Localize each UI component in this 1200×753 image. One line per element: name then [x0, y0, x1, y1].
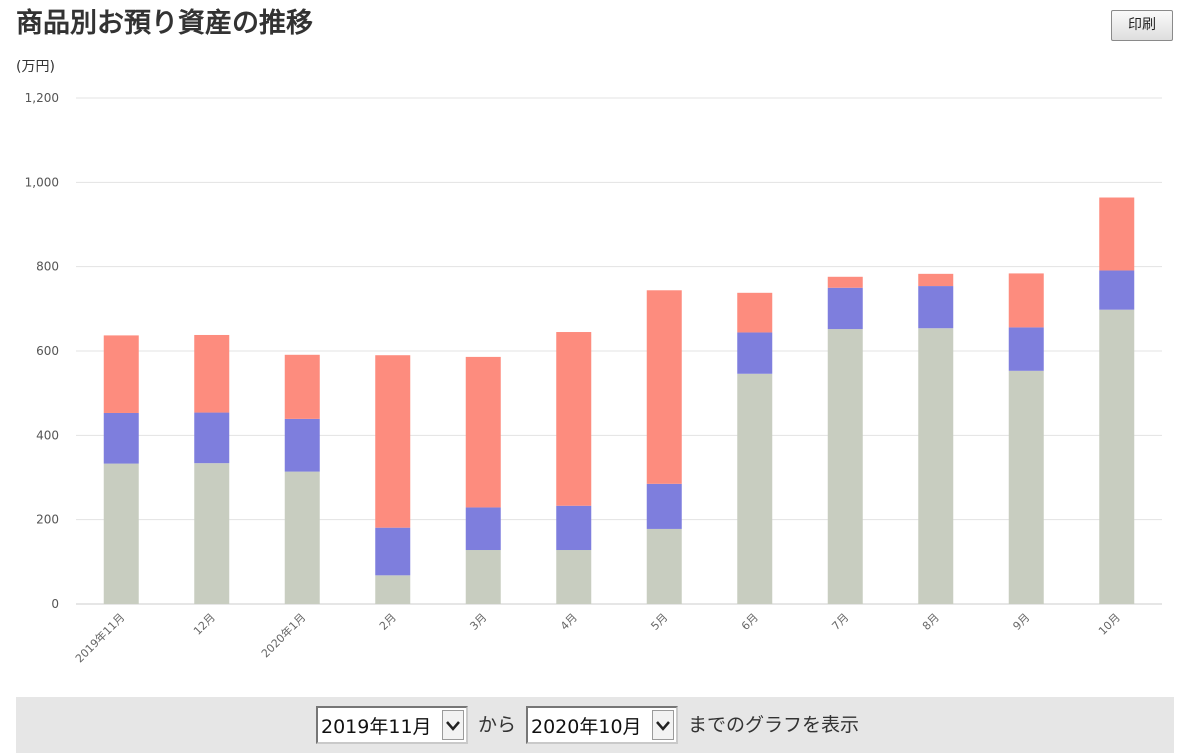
bar-segment-1[interactable] — [737, 373, 773, 604]
bar-segment-1[interactable] — [284, 471, 320, 604]
x-tick-label: 5月 — [648, 611, 670, 633]
bar-segment-2[interactable] — [737, 332, 773, 374]
y-tick-label: 600 — [36, 344, 59, 358]
y-tick-label: 400 — [36, 428, 59, 442]
bar-segment-2[interactable] — [556, 505, 592, 551]
x-tick-label: 6月 — [739, 611, 761, 633]
x-tick-label: 4月 — [558, 611, 580, 633]
x-tick-label: 3月 — [467, 611, 489, 633]
x-tick-label: 7月 — [829, 611, 851, 633]
bar-segment-2[interactable] — [194, 412, 230, 464]
bar-segment-3[interactable] — [1099, 197, 1135, 271]
bar-segment-3[interactable] — [646, 290, 682, 484]
bar-segment-3[interactable] — [465, 356, 501, 508]
bar-segment-3[interactable] — [375, 355, 411, 528]
bar-segment-1[interactable] — [465, 550, 501, 604]
y-tick-label: 200 — [36, 513, 59, 527]
x-tick-label: 9月 — [1010, 611, 1032, 633]
bar-segment-2[interactable] — [1099, 270, 1135, 310]
bar-segment-1[interactable] — [375, 575, 411, 604]
from-label: から — [478, 714, 517, 736]
bar-segment-3[interactable] — [737, 292, 773, 333]
y-unit-label: (万円) — [16, 59, 55, 75]
bars — [103, 197, 1135, 604]
x-tick-label: 2月 — [377, 611, 399, 633]
bar-segment-2[interactable] — [465, 507, 501, 551]
bar-segment-2[interactable] — [646, 483, 682, 529]
date-range-bar: 2019年11月 から 2020年10月 までのグラフを表示 — [16, 697, 1174, 753]
x-tick-label: 8月 — [920, 611, 942, 633]
y-tick-label: 800 — [36, 260, 59, 274]
x-tick-label: 2020年1月 — [258, 610, 308, 660]
bar-segment-3[interactable] — [194, 334, 230, 413]
y-axis-ticks: 0 200 400 600 800 1,000 1,200 — [25, 91, 59, 611]
y-tick-label: 1,200 — [25, 91, 59, 105]
x-tick-label: 2019年11月 — [72, 610, 127, 665]
y-tick-label: 0 — [51, 597, 59, 611]
to-month-value: 2020年10月 — [531, 715, 642, 738]
y-tick-label: 1,000 — [25, 175, 59, 189]
bar-segment-2[interactable] — [284, 418, 320, 472]
bar-segment-1[interactable] — [1008, 370, 1044, 604]
bar-segment-1[interactable] — [556, 550, 592, 604]
bar-segment-3[interactable] — [918, 273, 954, 287]
bar-segment-2[interactable] — [103, 412, 139, 464]
bar-segment-1[interactable] — [827, 329, 863, 604]
to-label: までのグラフを表示 — [688, 714, 860, 736]
from-month-select[interactable]: 2019年11月 — [316, 706, 468, 744]
chevron-down-icon[interactable] — [652, 710, 674, 740]
bar-segment-2[interactable] — [1008, 327, 1044, 371]
bar-segment-2[interactable] — [827, 287, 863, 330]
bar-segment-1[interactable] — [646, 528, 682, 604]
to-month-select[interactable]: 2020年10月 — [526, 706, 678, 744]
page-title: 商品別お預り資産の推移 — [16, 8, 313, 39]
bar-segment-1[interactable] — [103, 463, 139, 604]
x-tick-label: 12月 — [191, 611, 218, 638]
x-axis-ticks: 2019年11月 12月 2020年1月 2月 3月 4月 5月 6月 7月 8月 9月 10月 — [72, 610, 1123, 665]
bar-segment-3[interactable] — [556, 332, 592, 506]
bar-segment-3[interactable] — [827, 276, 863, 288]
x-tick-label: 10月 — [1096, 611, 1123, 638]
print-button[interactable]: 印刷 — [1111, 10, 1173, 41]
stacked-bar-chart: (万円) 0 200 400 600 800 1,000 1,200 2019年11月 12月… — [16, 59, 1162, 665]
bar-segment-1[interactable] — [194, 463, 230, 604]
bar-segment-2[interactable] — [918, 286, 954, 329]
bar-segment-1[interactable] — [1099, 309, 1135, 604]
grid-lines — [76, 97, 1162, 605]
bar-segment-2[interactable] — [375, 527, 411, 576]
bar-segment-3[interactable] — [284, 354, 320, 419]
bar-segment-1[interactable] — [918, 328, 954, 604]
bar-segment-3[interactable] — [1008, 273, 1044, 328]
from-month-value: 2019年11月 — [321, 715, 432, 738]
bar-segment-3[interactable] — [103, 335, 139, 413]
chevron-down-icon[interactable] — [442, 710, 464, 740]
